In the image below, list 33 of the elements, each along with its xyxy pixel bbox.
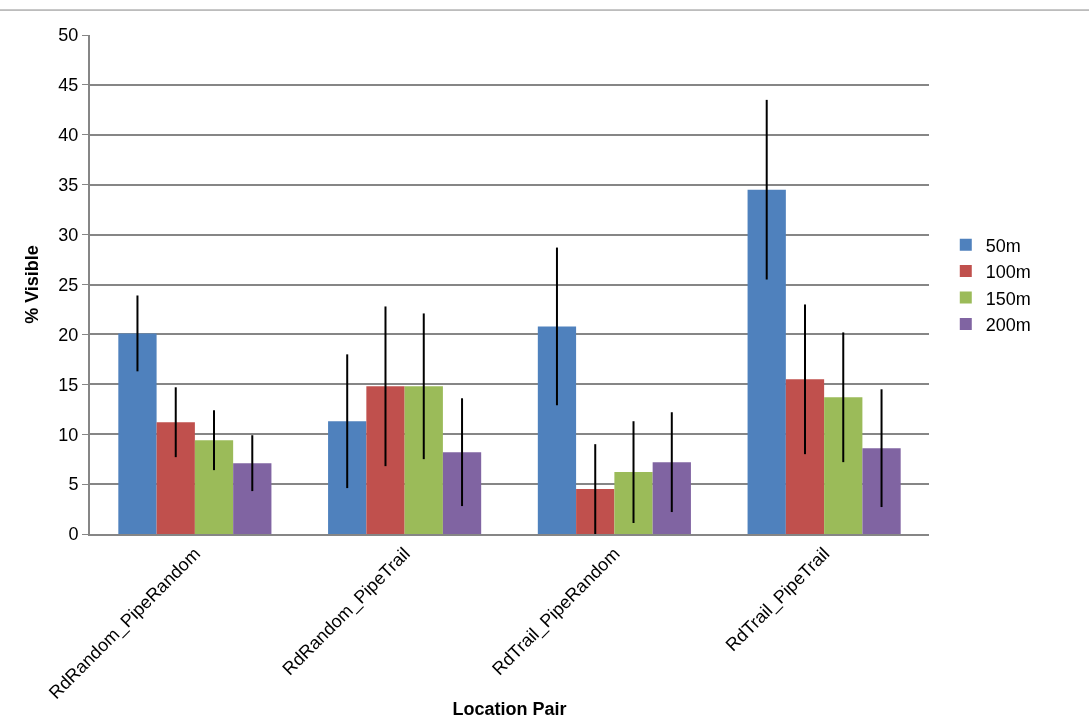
bar — [537, 326, 577, 534]
bar — [862, 448, 901, 534]
legend-label: 150m — [985, 288, 1031, 309]
y-tick-label: 40 — [58, 125, 79, 146]
y-tick-label: 30 — [58, 224, 79, 245]
bar — [194, 440, 234, 534]
y-tick-label: 10 — [58, 424, 79, 445]
x-axis-title: Location Pair — [452, 699, 567, 719]
y-tick-label: 20 — [58, 324, 79, 345]
y-axis-title: % Visible — [22, 245, 43, 324]
bar — [614, 472, 653, 534]
y-tick-label: 35 — [58, 175, 79, 195]
legend-label: 200m — [985, 314, 1031, 335]
y-tick-label: 5 — [68, 474, 79, 495]
bar — [366, 386, 405, 534]
bar — [652, 462, 691, 534]
bar — [156, 422, 195, 534]
bar — [785, 379, 825, 534]
bar — [233, 463, 272, 534]
y-tick-label: 25 — [58, 274, 79, 295]
legend-label: 50m — [985, 235, 1021, 256]
y-tick-label: 50 — [58, 25, 79, 46]
y-tick-label: 15 — [58, 374, 79, 395]
bar — [576, 489, 615, 534]
bar — [404, 386, 443, 534]
y-tick-label: 45 — [58, 75, 79, 96]
legend-label: 100m — [985, 262, 1031, 283]
bar — [328, 421, 367, 534]
bar — [747, 189, 786, 534]
y-tick-label: 0 — [68, 524, 79, 545]
bar — [824, 397, 863, 534]
bar — [118, 333, 157, 534]
bar — [442, 452, 482, 534]
